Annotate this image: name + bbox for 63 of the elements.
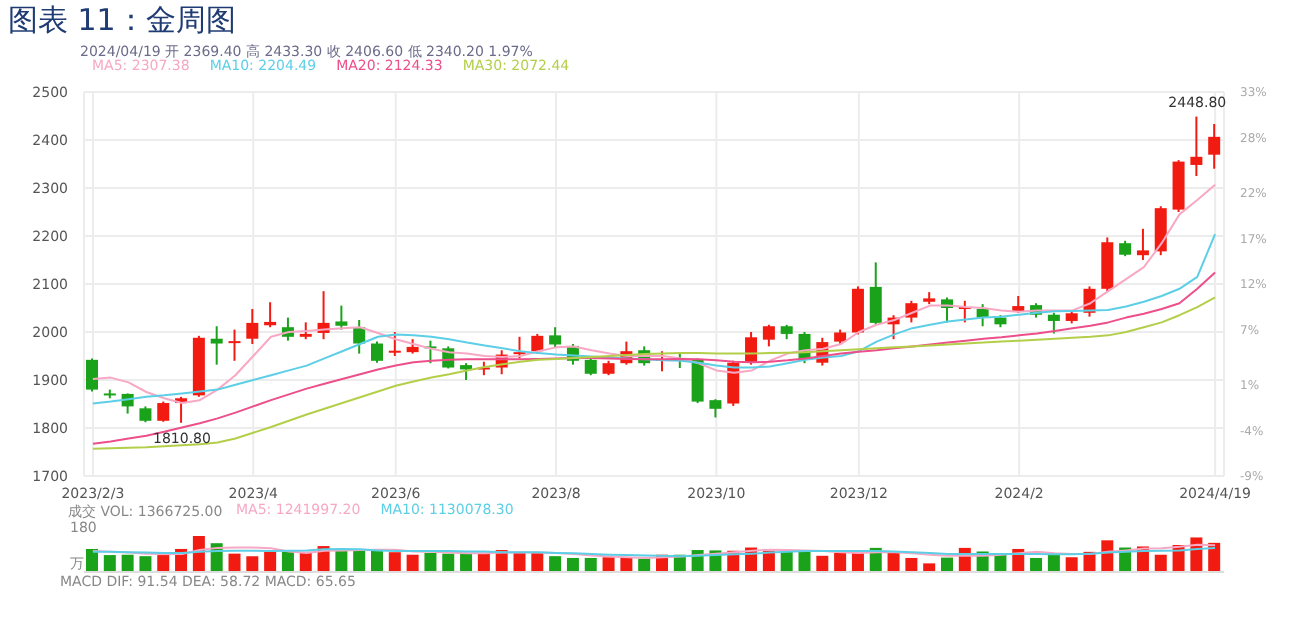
- bar: [1101, 540, 1114, 572]
- bar: [121, 554, 134, 572]
- bar: [335, 550, 348, 572]
- candlestick: [246, 307, 259, 345]
- bar: [264, 551, 277, 572]
- bar: [406, 554, 419, 572]
- bar: [86, 548, 98, 572]
- line-series: [91, 183, 1217, 405]
- bar: [1047, 554, 1060, 572]
- bar: [103, 555, 116, 572]
- bar: [887, 552, 900, 572]
- candlestick: [353, 319, 366, 355]
- bar: [442, 553, 455, 572]
- candlestick: [869, 261, 882, 326]
- candlestick: [264, 301, 277, 329]
- bar: [1030, 557, 1043, 572]
- bar: [905, 557, 918, 572]
- candlestick: [1190, 115, 1203, 177]
- bar: [638, 558, 651, 572]
- bar: [1154, 554, 1167, 572]
- bar: [941, 557, 953, 572]
- bar: [549, 556, 562, 572]
- bar: [834, 552, 847, 572]
- candlestick: [762, 323, 775, 348]
- candlestick: [1172, 159, 1185, 213]
- candlestick: [228, 328, 241, 362]
- chart-title: 图表 11：金周图: [8, 2, 236, 40]
- candlestick: [851, 285, 864, 336]
- candlestick: [1101, 236, 1114, 293]
- line-series: [91, 296, 1217, 450]
- candlestick: [1208, 123, 1221, 170]
- bar: [460, 553, 473, 572]
- bar: [584, 557, 597, 572]
- candlestick: [1154, 205, 1167, 257]
- line-series: [91, 233, 1217, 405]
- bar: [388, 552, 401, 572]
- candlestick: [691, 357, 704, 405]
- bar: [424, 552, 437, 572]
- bar: [139, 556, 152, 572]
- bar: [566, 557, 579, 572]
- candlestick: [388, 331, 401, 357]
- candlestick: [1136, 227, 1149, 261]
- bar: [1065, 557, 1078, 572]
- bar: [228, 553, 241, 572]
- bar: [353, 550, 366, 572]
- candlestick: [157, 400, 170, 423]
- bar: [923, 563, 936, 572]
- bar: [246, 556, 259, 572]
- candlestick: [1047, 311, 1060, 335]
- bar: [620, 557, 633, 572]
- candlestick: [371, 340, 383, 364]
- candlestick: [709, 398, 722, 419]
- candlestick: [335, 304, 348, 331]
- bar: [602, 557, 615, 572]
- bar: [157, 555, 170, 572]
- candlestick: [86, 357, 98, 393]
- line-series: [91, 271, 1217, 445]
- bar: [281, 551, 294, 572]
- bar: [816, 555, 829, 572]
- candlestick: [210, 325, 223, 366]
- bar: [371, 550, 383, 572]
- candlestick: [549, 326, 562, 349]
- bar: [798, 551, 811, 572]
